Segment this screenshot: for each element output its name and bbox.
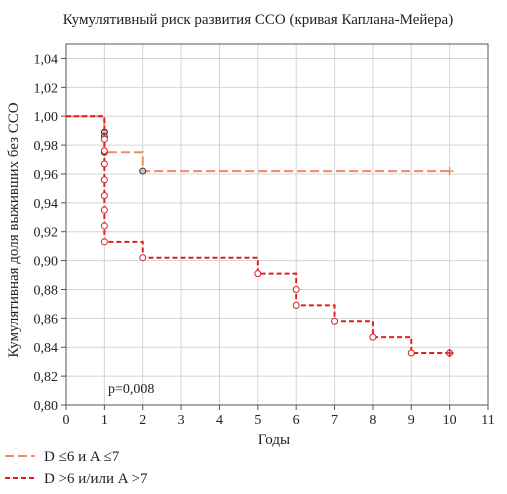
legend-item: D ≤6 и A ≤7 — [5, 449, 120, 465]
y-tick-label: 0,88 — [34, 283, 59, 298]
x-tick-label: 0 — [63, 413, 70, 428]
y-tick-label: 0,90 — [34, 255, 59, 270]
y-tick-label: 0,92 — [34, 226, 59, 241]
end-marker — [445, 167, 454, 176]
censor-marker — [100, 238, 108, 246]
censor-marker — [292, 301, 300, 309]
y-axis-label: Кумулятивная доля выживших без ССО — [6, 102, 22, 357]
series-line — [66, 115, 450, 173]
y-tick-label: 0,84 — [34, 341, 59, 356]
series-layer — [66, 115, 454, 358]
censor-marker — [331, 317, 339, 325]
p-value-annotation: p=0,008 — [108, 382, 154, 397]
censor-marker — [100, 206, 108, 214]
chart-title: Кумулятивный риск развития ССО (кривая К… — [63, 12, 453, 28]
legend-item: D >6 и/или A >7 — [5, 471, 148, 487]
y-axis: 0,80 0,82 0,84 0,86 0,88 0,90 0,92 0,94 0,96 0,98… — [34, 52, 66, 414]
legend-label: D >6 и/или A >7 — [44, 471, 148, 487]
x-axis-label: Годы — [258, 432, 290, 448]
censor-marker — [100, 222, 108, 230]
y-tick-label: 0,86 — [34, 312, 59, 327]
series-1 — [66, 115, 454, 176]
y-tick-label: 0,94 — [34, 197, 59, 212]
y-tick-label: 0,98 — [34, 139, 59, 154]
x-tick-label: 2 — [139, 413, 146, 428]
censor-marker — [139, 254, 147, 262]
y-tick-label: 1,02 — [34, 81, 59, 96]
censor-marker — [254, 270, 262, 278]
x-tick-label: 11 — [481, 413, 494, 428]
x-tick-label: 3 — [178, 413, 185, 428]
censor-marker — [100, 176, 108, 184]
x-tick-label: 7 — [331, 413, 338, 428]
y-tick-label: 0,82 — [34, 370, 59, 385]
x-tick-label: 5 — [254, 413, 261, 428]
end-marker — [445, 349, 454, 358]
y-tick-label: 0,96 — [34, 168, 59, 183]
x-tick-label: 9 — [408, 413, 415, 428]
censor-marker — [292, 285, 300, 293]
y-tick-label: 1,04 — [34, 52, 59, 67]
x-tick-label: 8 — [369, 413, 376, 428]
legend-label: D ≤6 и A ≤7 — [44, 449, 120, 465]
censor-marker — [100, 147, 108, 155]
y-tick-label: 1,00 — [34, 110, 59, 125]
x-tick-label: 1 — [101, 413, 108, 428]
x-tick-label: 4 — [216, 413, 223, 428]
censor-marker — [100, 192, 108, 200]
y-tick-label: 0,80 — [34, 399, 59, 414]
grid — [66, 44, 488, 405]
censor-marker — [407, 349, 415, 357]
censor-marker — [139, 167, 147, 175]
censor-marker — [100, 160, 108, 168]
plot-area — [65, 43, 489, 406]
x-tick-label: 10 — [443, 413, 457, 428]
x-axis: 0 1 2 3 4 5 6 7 8 9 10 11 — [63, 405, 495, 428]
series-2 — [66, 115, 454, 358]
censor-marker — [369, 333, 377, 341]
x-tick-label: 6 — [293, 413, 300, 428]
legend: D ≤6 и A ≤7 D >6 и/или A >7 — [5, 449, 148, 487]
censor-marker — [100, 135, 108, 143]
